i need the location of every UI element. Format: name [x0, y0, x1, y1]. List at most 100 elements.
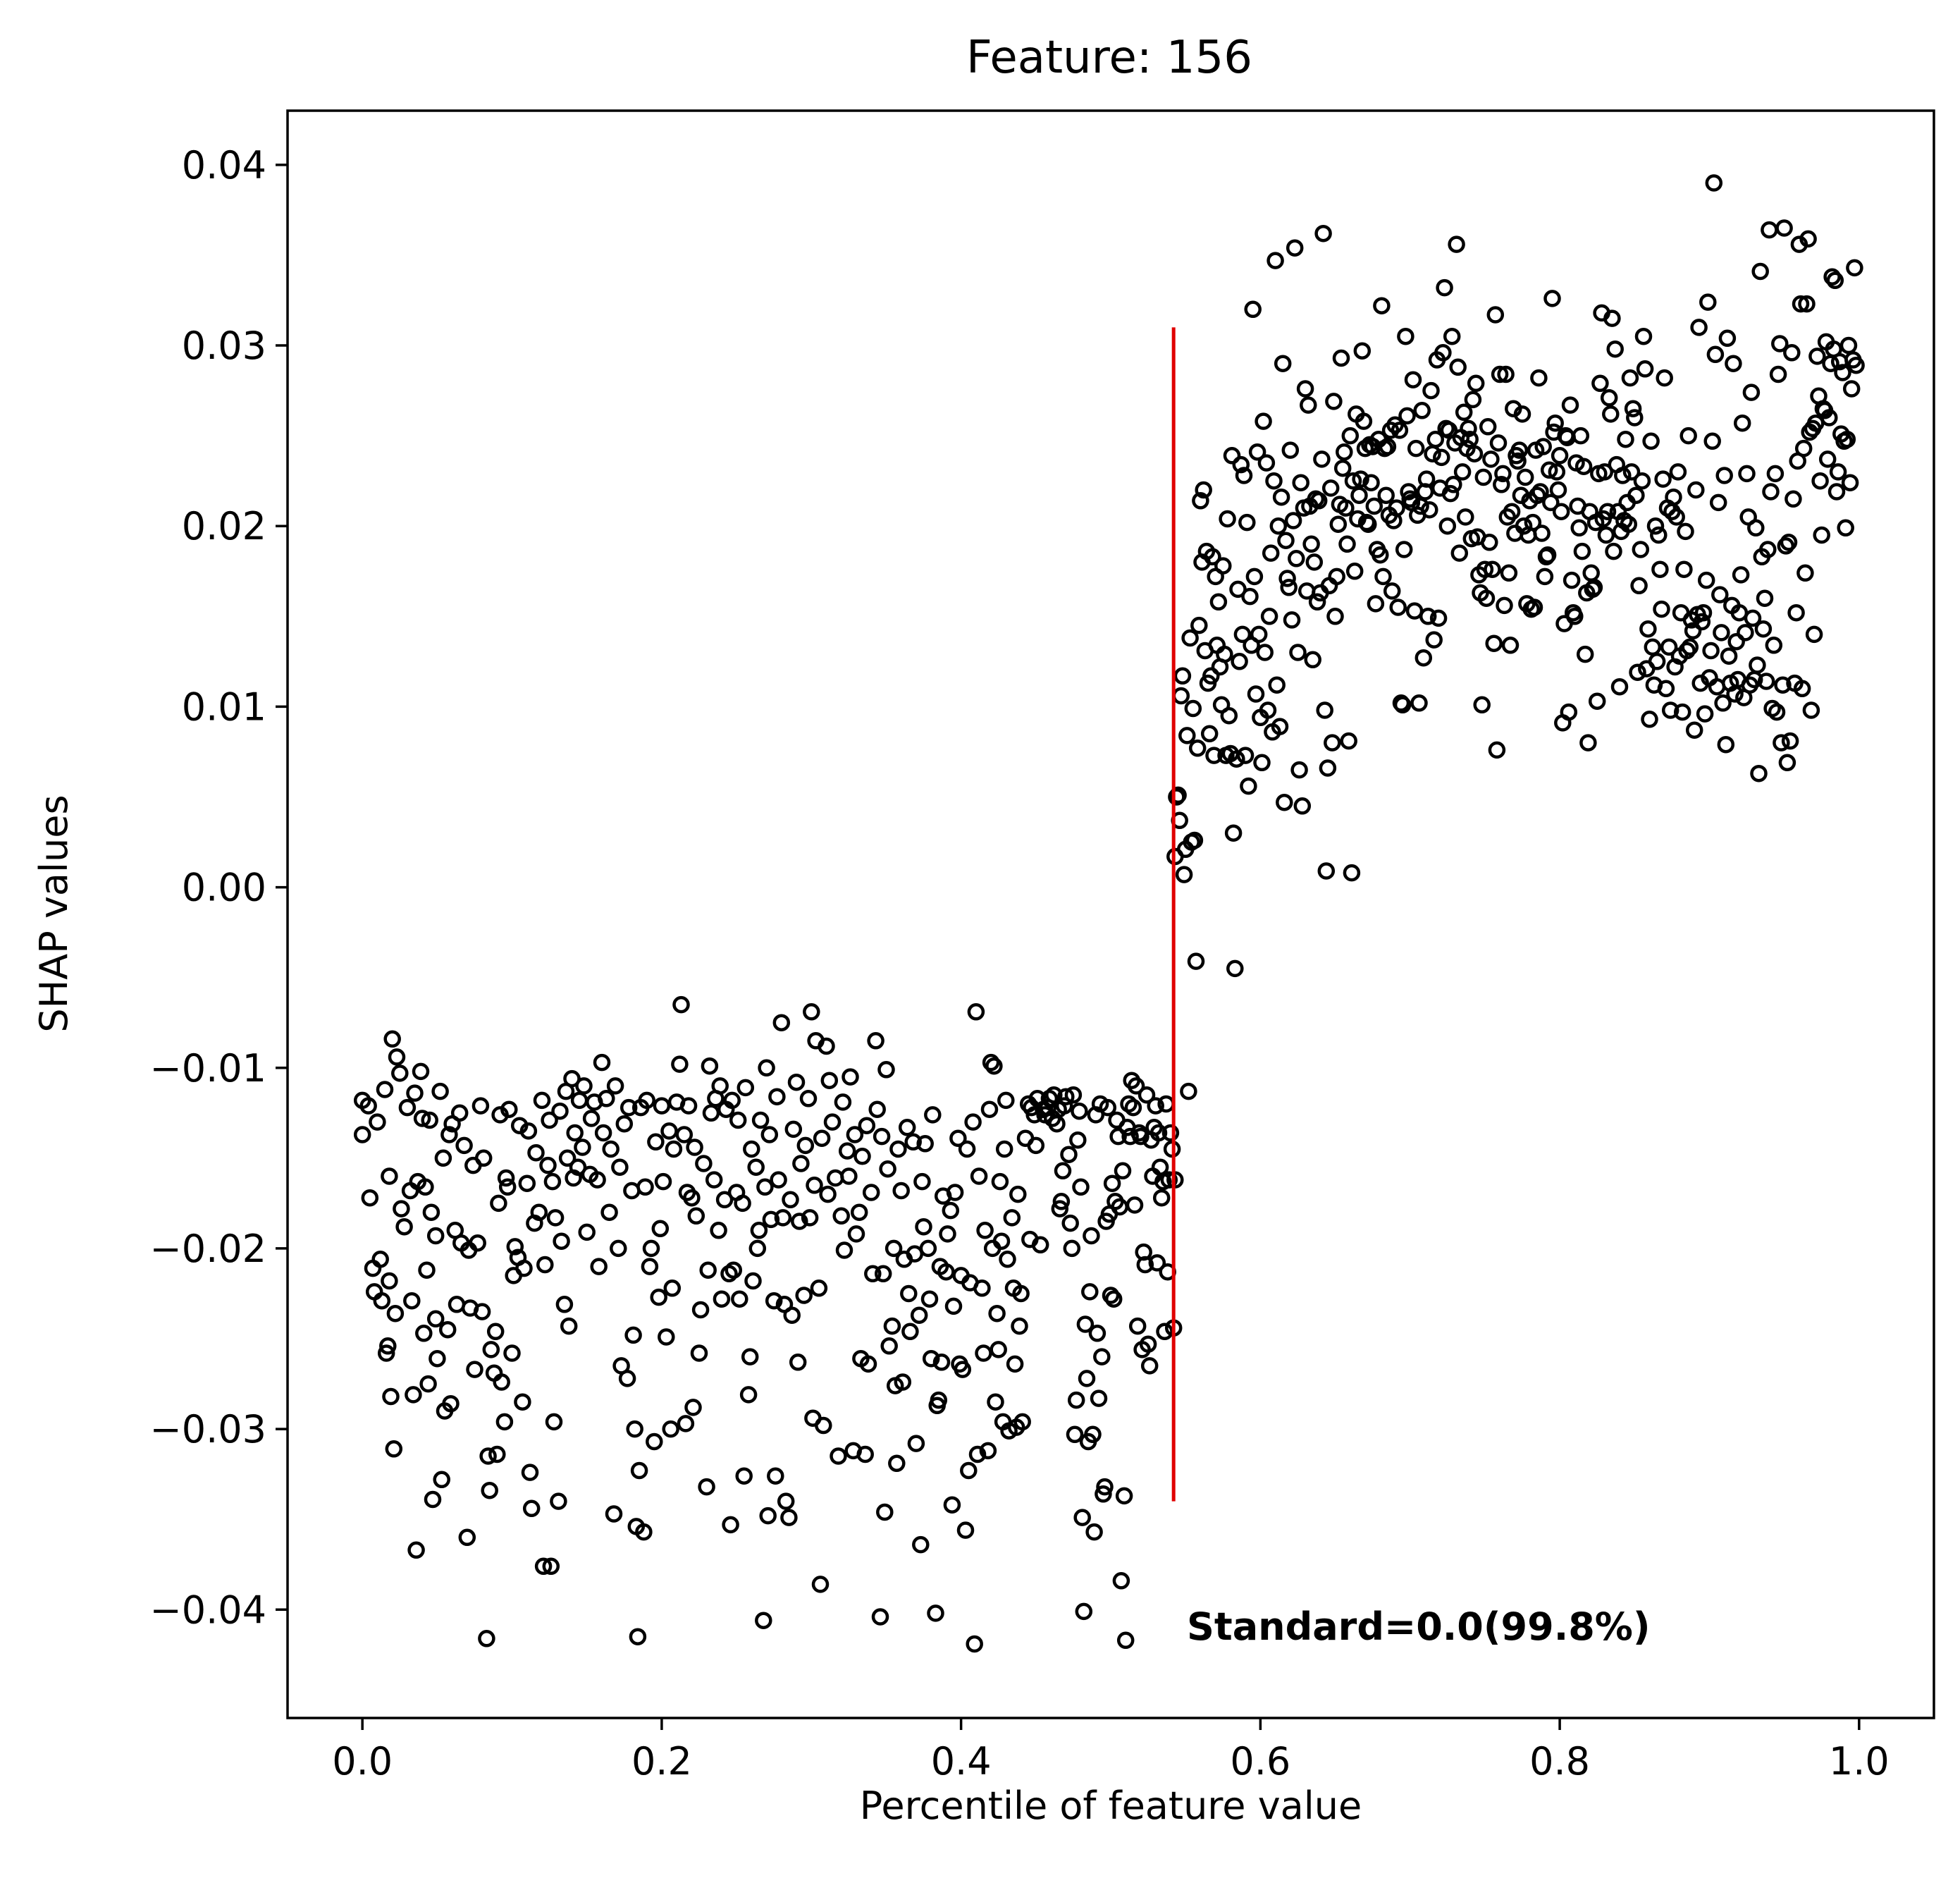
data-point	[900, 1284, 918, 1303]
data-point	[635, 1523, 653, 1541]
data-point	[636, 1178, 654, 1196]
data-point	[1765, 637, 1783, 654]
data-point	[473, 1303, 491, 1320]
data-point	[1778, 754, 1796, 772]
data-point	[383, 1030, 401, 1048]
data-point	[630, 1461, 648, 1480]
data-point	[620, 1098, 638, 1117]
data-point	[879, 1160, 896, 1178]
data-point	[1075, 1602, 1093, 1621]
data-point	[939, 1225, 956, 1243]
data-point	[1585, 579, 1603, 596]
data-point	[1112, 1572, 1130, 1590]
data-point	[1648, 653, 1666, 670]
data-point	[1413, 402, 1431, 419]
data-point	[605, 1505, 623, 1523]
data-point	[1837, 519, 1854, 537]
data-point	[1774, 676, 1792, 694]
data-point	[810, 1280, 828, 1297]
data-point	[1274, 355, 1292, 372]
data-point	[1407, 439, 1425, 458]
data-point	[856, 1445, 874, 1463]
data-point	[820, 1072, 839, 1089]
data-point	[1372, 546, 1389, 564]
data-point	[946, 1184, 964, 1201]
data-point	[1398, 407, 1416, 425]
data-point	[1464, 391, 1482, 409]
data-point	[1598, 503, 1617, 520]
data-point	[1576, 645, 1594, 663]
x-axis-label: Percentile of feature value	[860, 1784, 1362, 1828]
data-point	[1709, 493, 1727, 512]
data-point	[1235, 467, 1253, 484]
data-point	[1136, 1256, 1154, 1274]
plot-area: Standard=0.0(99.8%)	[353, 174, 1865, 1653]
data-point	[1678, 642, 1696, 660]
data-point	[545, 1413, 563, 1431]
data-point	[455, 1136, 473, 1155]
data-point	[555, 1296, 574, 1313]
data-point	[1410, 694, 1428, 712]
data-point	[927, 1604, 944, 1622]
data-point	[1190, 616, 1208, 634]
data-point	[1377, 486, 1395, 504]
data-point	[1796, 564, 1814, 582]
data-point	[1224, 824, 1243, 842]
data-point	[1338, 535, 1356, 553]
data-point	[755, 1612, 772, 1629]
y-tick-label: 0.02	[182, 504, 266, 548]
data-point	[1641, 711, 1658, 728]
data-point	[1524, 513, 1542, 532]
data-point	[658, 1328, 675, 1346]
data-point	[871, 1608, 889, 1626]
data-point	[1421, 501, 1438, 519]
data-point	[1493, 476, 1510, 493]
data-point	[883, 1317, 901, 1335]
data-point	[1602, 405, 1620, 423]
data-point	[880, 1337, 898, 1355]
data-point	[1605, 542, 1622, 560]
data-point	[1078, 1370, 1096, 1387]
data-point	[1283, 611, 1301, 629]
data-point	[976, 1222, 994, 1239]
data-point	[679, 1097, 698, 1115]
data-point	[823, 1113, 842, 1131]
data-point	[1818, 450, 1837, 468]
data-point	[1657, 680, 1675, 698]
y-axis-ticks: −0.04 −0.03 −0.02 −0.01 0.00 0.01 0.02 0.03 0.04	[150, 143, 288, 1632]
data-point	[543, 1172, 562, 1191]
data-point	[1540, 461, 1558, 479]
data-point	[768, 1088, 786, 1105]
data-point	[853, 1148, 871, 1165]
data-point	[1422, 381, 1440, 400]
data-point	[1762, 483, 1780, 501]
data-point	[968, 1445, 987, 1463]
data-point	[932, 1354, 951, 1371]
data-point	[412, 1062, 430, 1081]
data-point	[1591, 374, 1609, 393]
data-point	[1220, 706, 1238, 725]
data-point	[801, 1209, 819, 1227]
data-point	[750, 1222, 768, 1239]
data-point	[369, 1113, 386, 1131]
y-tick-label: −0.03	[150, 1407, 266, 1452]
data-point	[756, 1178, 774, 1196]
data-point	[575, 1077, 593, 1095]
data-point	[1103, 1174, 1121, 1192]
data-point	[892, 1182, 910, 1200]
data-point	[1013, 1413, 1031, 1431]
data-point	[1766, 465, 1785, 483]
data-point	[1563, 571, 1581, 589]
plot-frame	[286, 109, 1935, 1719]
data-point	[767, 1467, 784, 1485]
data-point	[495, 1413, 514, 1431]
data-point	[915, 1217, 932, 1236]
data-point	[1184, 699, 1202, 718]
data-point	[1226, 959, 1244, 978]
data-point	[1838, 430, 1856, 448]
data-point	[1185, 831, 1204, 849]
data-point	[713, 1290, 731, 1308]
data-point	[1718, 329, 1737, 348]
data-point	[1238, 513, 1256, 532]
